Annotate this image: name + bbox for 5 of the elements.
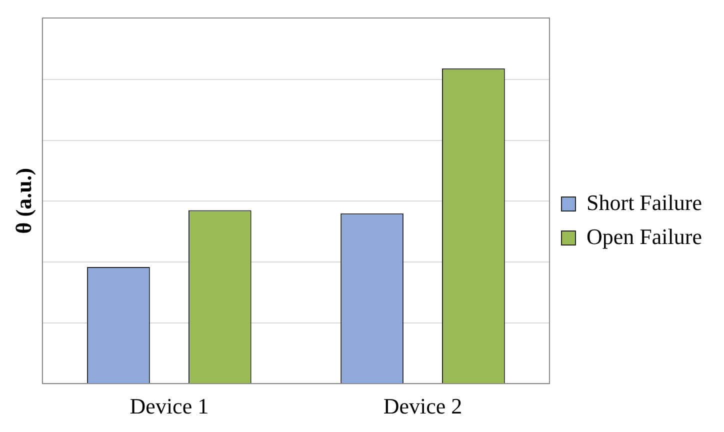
legend-label: Open Failure	[586, 224, 702, 249]
x-tick-label: Device 1	[130, 394, 209, 419]
legend-label: Short Failure	[586, 190, 702, 215]
y-axis-title: θ (a.u.)	[10, 168, 36, 234]
x-tick-label: Device 2	[383, 394, 462, 419]
